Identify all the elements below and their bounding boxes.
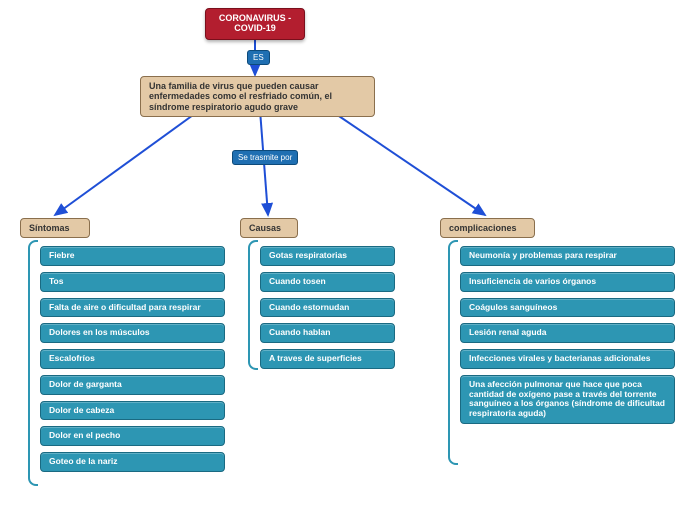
leaf-causas-1: Cuando tosen — [260, 272, 395, 292]
leaf-comp-2: Coágulos sanguíneos — [460, 298, 675, 318]
leaf-sintomas-2: Falta de aire o dificultad para respirar — [40, 298, 225, 318]
leaf-causas-0: Gotas respiratorias — [260, 246, 395, 266]
leaf-comp-5: Una afección pulmonar que hace que poca … — [460, 375, 675, 424]
leaf-causas-3: Cuando hablan — [260, 323, 395, 343]
leaf-sintomas-7: Dolor en el pecho — [40, 426, 225, 446]
leaf-sintomas-4: Escalofríos — [40, 349, 225, 369]
leaf-comp-3: Lesión renal aguda — [460, 323, 675, 343]
branch-sintomas: Síntomas — [20, 218, 90, 238]
leaf-comp-0: Neumonía y problemas para respirar — [460, 246, 675, 266]
branch-causas: Causas — [240, 218, 298, 238]
edge-label-transmit: Se trasmite por — [232, 150, 298, 165]
col-sintomas: Fiebre Tos Falta de aire o dificultad pa… — [40, 246, 225, 472]
bracket-sintomas — [28, 240, 38, 486]
root-label: CORONAVIRUS - COVID-19 — [219, 13, 291, 33]
leaf-comp-4: Infecciones virales y bacterianas adicio… — [460, 349, 675, 369]
leaf-sintomas-8: Goteo de la nariz — [40, 452, 225, 472]
definition-text: Una familia de virus que pueden causar e… — [149, 81, 332, 112]
leaf-causas-4: A traves de superficies — [260, 349, 395, 369]
edge-label-es: ES — [247, 50, 270, 65]
root-node: CORONAVIRUS - COVID-19 — [205, 8, 305, 40]
leaf-sintomas-0: Fiebre — [40, 246, 225, 266]
leaf-sintomas-1: Tos — [40, 272, 225, 292]
col-causas: Gotas respiratorias Cuando tosen Cuando … — [260, 246, 395, 369]
leaf-sintomas-5: Dolor de garganta — [40, 375, 225, 395]
leaf-comp-1: Insuficiencia de varios órganos — [460, 272, 675, 292]
col-complicaciones: Neumonía y problemas para respirar Insuf… — [460, 246, 675, 424]
bracket-complicaciones — [448, 240, 458, 465]
leaf-sintomas-6: Dolor de cabeza — [40, 401, 225, 421]
leaf-causas-2: Cuando estornudan — [260, 298, 395, 318]
definition-node: Una familia de virus que pueden causar e… — [140, 76, 375, 117]
leaf-sintomas-3: Dolores en los músculos — [40, 323, 225, 343]
branch-complicaciones: complicaciones — [440, 218, 535, 238]
bracket-causas — [248, 240, 258, 370]
